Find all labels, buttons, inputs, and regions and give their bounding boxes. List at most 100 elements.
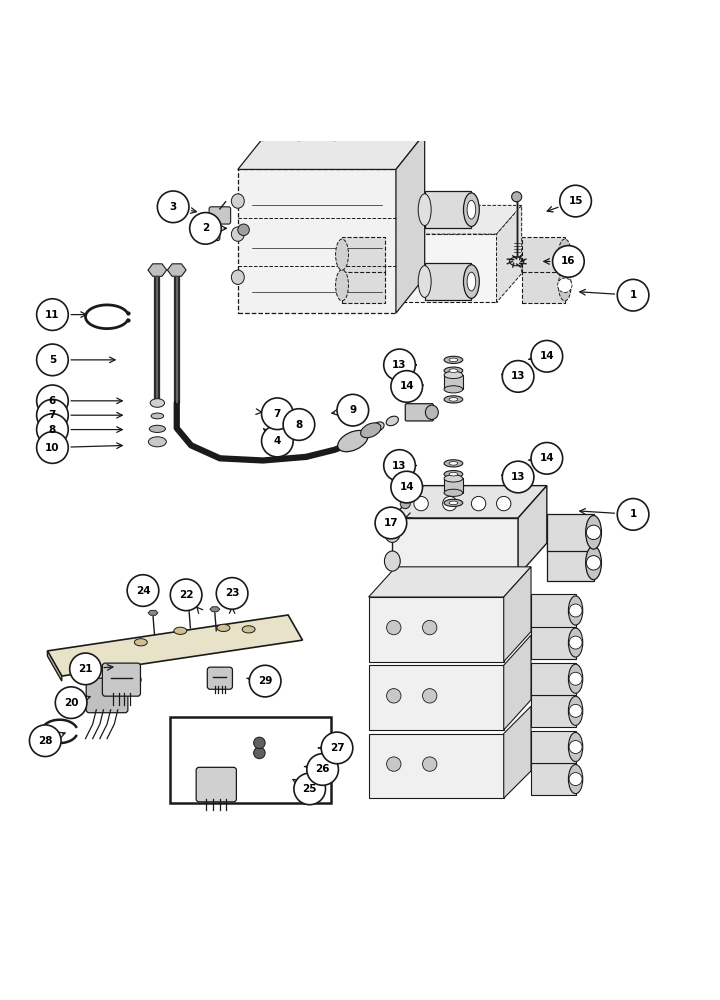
Text: 23: 23 (225, 588, 239, 598)
Polygon shape (504, 706, 531, 798)
Circle shape (586, 556, 600, 570)
FancyBboxPatch shape (444, 375, 463, 389)
Polygon shape (504, 635, 531, 730)
Ellipse shape (242, 626, 255, 633)
Text: 10: 10 (45, 443, 60, 453)
Circle shape (37, 432, 68, 463)
Ellipse shape (444, 460, 463, 467)
Circle shape (443, 496, 457, 511)
Ellipse shape (464, 193, 480, 226)
Text: 29: 29 (258, 676, 272, 686)
Circle shape (569, 773, 582, 786)
FancyBboxPatch shape (369, 734, 504, 798)
Circle shape (557, 278, 572, 293)
Text: 4: 4 (274, 436, 281, 446)
Circle shape (328, 126, 342, 141)
Polygon shape (48, 651, 62, 681)
Text: 14: 14 (539, 453, 554, 463)
Ellipse shape (464, 265, 480, 298)
Polygon shape (497, 205, 522, 302)
Polygon shape (385, 205, 522, 234)
Text: 14: 14 (400, 381, 414, 391)
Polygon shape (210, 607, 220, 612)
Circle shape (557, 247, 572, 262)
Ellipse shape (418, 266, 431, 297)
Ellipse shape (568, 696, 582, 725)
Circle shape (503, 461, 534, 493)
Circle shape (414, 496, 428, 511)
Ellipse shape (467, 272, 476, 291)
Polygon shape (392, 486, 546, 518)
Ellipse shape (338, 430, 368, 452)
Text: 20: 20 (64, 698, 78, 708)
Polygon shape (504, 567, 531, 662)
Circle shape (387, 689, 401, 703)
Text: 28: 28 (38, 736, 53, 746)
Ellipse shape (384, 551, 400, 571)
Circle shape (158, 191, 189, 223)
Ellipse shape (217, 624, 230, 632)
Circle shape (423, 757, 437, 771)
Circle shape (497, 496, 511, 511)
FancyBboxPatch shape (531, 763, 575, 795)
Ellipse shape (148, 437, 166, 447)
Text: 13: 13 (392, 461, 407, 471)
Circle shape (586, 525, 600, 540)
Polygon shape (148, 610, 158, 615)
Ellipse shape (102, 675, 109, 684)
Circle shape (307, 754, 338, 785)
Ellipse shape (231, 194, 244, 208)
Text: 17: 17 (384, 518, 398, 528)
FancyBboxPatch shape (342, 268, 385, 303)
Text: 25: 25 (302, 784, 317, 794)
FancyBboxPatch shape (444, 478, 463, 493)
FancyBboxPatch shape (171, 717, 330, 803)
Text: 7: 7 (274, 409, 281, 419)
Ellipse shape (336, 239, 348, 270)
Text: 24: 24 (135, 586, 150, 596)
Circle shape (400, 499, 410, 509)
Ellipse shape (208, 676, 212, 681)
Circle shape (472, 496, 486, 511)
Circle shape (37, 344, 68, 376)
Circle shape (261, 425, 293, 457)
Circle shape (249, 665, 281, 697)
Text: 8: 8 (49, 425, 56, 435)
Ellipse shape (149, 425, 166, 432)
FancyBboxPatch shape (342, 237, 385, 272)
Circle shape (384, 349, 415, 381)
Ellipse shape (135, 639, 148, 646)
Ellipse shape (449, 462, 458, 465)
Circle shape (294, 773, 325, 805)
Ellipse shape (568, 628, 582, 657)
Circle shape (617, 279, 649, 311)
Ellipse shape (585, 516, 601, 549)
Circle shape (423, 620, 437, 635)
Text: 1: 1 (629, 509, 636, 519)
Polygon shape (48, 615, 302, 676)
FancyBboxPatch shape (209, 207, 230, 224)
Text: 3: 3 (169, 202, 177, 212)
Circle shape (569, 704, 582, 717)
Ellipse shape (151, 413, 163, 419)
FancyBboxPatch shape (238, 169, 396, 313)
FancyBboxPatch shape (546, 544, 593, 581)
Text: 9: 9 (349, 405, 356, 415)
Circle shape (37, 385, 68, 417)
Ellipse shape (558, 270, 571, 301)
Ellipse shape (568, 732, 582, 762)
FancyBboxPatch shape (531, 695, 575, 727)
Text: 1: 1 (629, 290, 636, 300)
Text: 14: 14 (539, 351, 554, 361)
FancyBboxPatch shape (425, 191, 472, 228)
Circle shape (617, 499, 649, 530)
Text: 2: 2 (202, 223, 209, 233)
Circle shape (559, 185, 591, 217)
FancyBboxPatch shape (531, 731, 575, 763)
Circle shape (387, 757, 401, 771)
Circle shape (569, 672, 582, 685)
Circle shape (531, 340, 562, 372)
Ellipse shape (585, 546, 601, 580)
Ellipse shape (558, 239, 571, 270)
Circle shape (531, 443, 562, 474)
